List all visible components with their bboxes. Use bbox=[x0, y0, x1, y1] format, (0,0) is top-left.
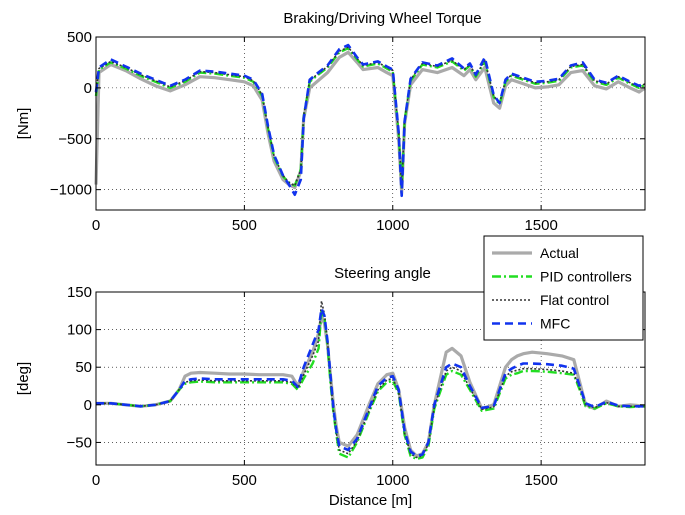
y-axis-label: [Nm] bbox=[15, 108, 32, 140]
y-tick-label: 150 bbox=[67, 284, 92, 301]
series-line-flat-control bbox=[95, 46, 646, 190]
series-line-mfc bbox=[96, 307, 645, 458]
axes-box bbox=[95, 291, 646, 466]
chart-title: Braking/Driving Wheel Torque bbox=[283, 10, 481, 27]
x-tick-label: 500 bbox=[232, 217, 257, 234]
x-tick-label: 1500 bbox=[524, 217, 557, 234]
series-line-pid-controllers bbox=[94, 47, 646, 191]
legend-label: MFC bbox=[540, 316, 570, 332]
y-tick-label: −500 bbox=[58, 131, 92, 148]
y-axis-label: [deg] bbox=[15, 362, 32, 395]
y-tick-label: 500 bbox=[67, 29, 92, 46]
axes-box bbox=[95, 36, 646, 211]
series-line-actual bbox=[94, 50, 646, 195]
y-tick-label: 100 bbox=[67, 322, 92, 339]
x-tick-label: 1000 bbox=[376, 217, 409, 234]
chart-title: Steering angle bbox=[334, 265, 431, 282]
legend: Actual PID controllers Flat control MFC bbox=[483, 235, 644, 341]
legend-label: Actual bbox=[540, 245, 579, 261]
y-tick-label: 50 bbox=[75, 359, 92, 376]
y-tick-label: −50 bbox=[67, 434, 92, 451]
series-line-mfc bbox=[94, 43, 646, 198]
x-tick-label: 0 bbox=[92, 217, 100, 234]
legend-label: PID controllers bbox=[540, 269, 632, 285]
x-tick-label: 1500 bbox=[524, 472, 557, 489]
x-tick-label: 0 bbox=[92, 472, 100, 489]
y-tick-label: 0 bbox=[84, 80, 92, 97]
y-tick-label: 0 bbox=[84, 397, 92, 414]
x-tick-label: 1000 bbox=[376, 472, 409, 489]
x-tick-label: 500 bbox=[232, 472, 257, 489]
series-line-flat-control bbox=[96, 300, 645, 459]
legend-label: Flat control bbox=[540, 292, 609, 308]
y-tick-label: −1000 bbox=[50, 182, 92, 199]
torque-plot: 0 500 1000 1500 500 0 −500 −1000 Braking/Driving… bbox=[15, 10, 646, 234]
x-axis-label: Distance [m] bbox=[329, 492, 412, 509]
